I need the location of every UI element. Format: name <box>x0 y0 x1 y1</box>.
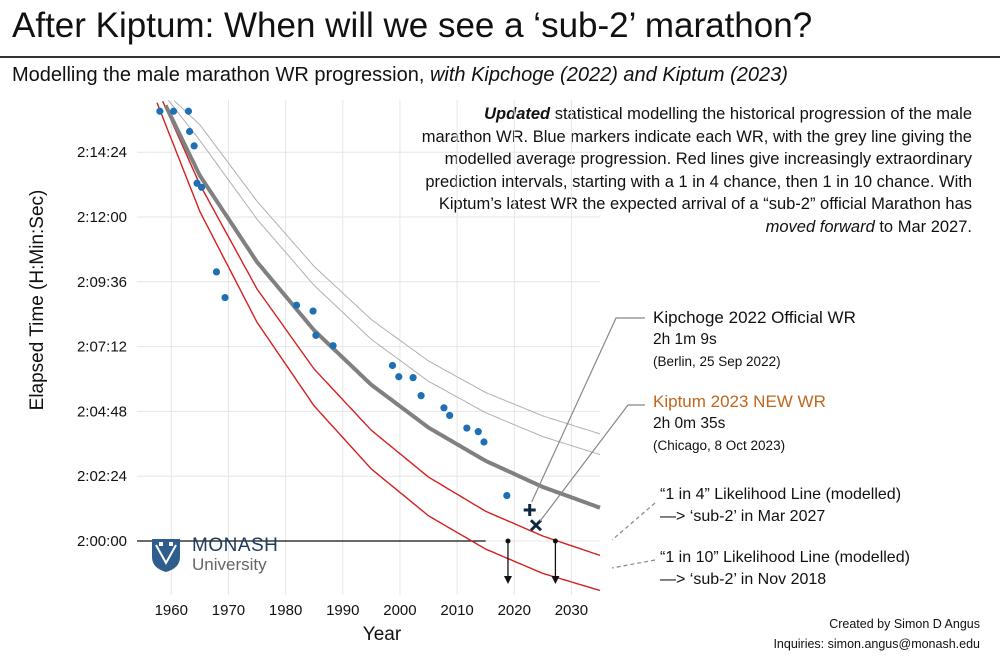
one-in-10-label: “1 in 10” Likelihood Line (modelled) —> … <box>660 547 910 591</box>
model-curves <box>156 99 601 592</box>
one-in-10-leader <box>611 559 656 569</box>
subtitle-main: Modelling the male marathon WR progressi… <box>12 64 430 86</box>
wr-marker <box>463 424 471 432</box>
kipchoge-cross <box>523 503 536 516</box>
x-tick-label: 1960 <box>155 602 188 619</box>
one-in-4-line2: —> ‘sub-2’ in Mar 2027 <box>660 508 826 525</box>
x-tick-label: 1990 <box>326 602 359 619</box>
y-tick-label: 2:14:24 <box>77 144 127 161</box>
wr-marker <box>446 411 454 420</box>
x-tick-label: 2030 <box>555 602 588 619</box>
logo-word-monash: MONASH <box>192 535 279 556</box>
kipchoge-title: Kipchoge 2022 Official WR <box>653 308 856 327</box>
kiptum-time: 2h 0m 35s <box>653 415 726 432</box>
wr-marker <box>409 374 417 382</box>
x-tick-label: 1970 <box>212 602 245 619</box>
description-text: Updated statistical modelling the histor… <box>412 103 972 238</box>
kiptum-leader-line <box>539 404 645 522</box>
x-tick-label: 1980 <box>269 602 302 619</box>
interval-1-in-10-line <box>156 102 601 592</box>
x-tick-label: 2010 <box>440 602 473 619</box>
chart-title: After Kiptum: When will we see a ‘sub-2’… <box>12 6 813 45</box>
y-tick-label: 2:09:36 <box>77 274 127 291</box>
wr-marker <box>388 361 397 370</box>
sub2-arrival-arrowhead <box>551 576 560 584</box>
kipchoge-place: (Berlin, 25 Sep 2022) <box>653 354 781 369</box>
wr-marker <box>395 373 403 381</box>
y-axis-label: Elapsed Time (H:Min:Sec) <box>27 189 48 411</box>
wr-markers <box>156 107 543 532</box>
wr-marker <box>212 268 221 276</box>
wr-marker <box>503 491 511 500</box>
model-average-line <box>163 104 601 510</box>
wr-marker <box>169 107 178 115</box>
wr-marker <box>440 404 448 412</box>
description-italic: moved forward <box>765 217 875 236</box>
wr-marker <box>190 142 198 150</box>
wr-marker <box>221 293 229 302</box>
wr-marker <box>185 127 194 136</box>
wr-marker <box>312 331 320 339</box>
x-axis-label: Year <box>362 624 402 645</box>
description-bold: Updated <box>484 105 551 123</box>
wr-marker <box>156 107 164 115</box>
one-in-10-line1: “1 in 10” Likelihood Line (modelled) <box>660 549 910 566</box>
one-in-4-leader <box>611 502 656 541</box>
one-in-4-label: “1 in 4” Likelihood Line (modelled) —> ‘… <box>660 484 901 528</box>
kiptum-title: Kiptum 2023 NEW WR <box>653 392 826 411</box>
annotation-lines <box>503 317 656 584</box>
y-tick-label: 2:12:00 <box>77 209 127 226</box>
wr-marker <box>417 392 425 400</box>
kiptum-place: (Chicago, 8 Oct 2023) <box>653 438 786 453</box>
y-tick-label: 2:07:12 <box>77 339 127 356</box>
monash-crest-icon <box>152 539 180 572</box>
kipchoge-annotation: Kipchoge 2022 Official WR 2h 1m 9s (Berl… <box>653 307 856 373</box>
wr-marker <box>197 183 206 191</box>
wr-marker <box>184 107 193 115</box>
kipchoge-leader-line <box>531 317 645 503</box>
y-tick-label: 2:00:00 <box>77 533 127 550</box>
chart-subtitle: Modelling the male marathon WR progressi… <box>12 64 788 87</box>
kipchoge-time: 2h 1m 9s <box>653 331 717 348</box>
grid-lines <box>137 100 600 595</box>
credit-author: Created by Simon D Angus <box>829 617 980 631</box>
kiptum-annotation: Kiptum 2023 NEW WR 2h 0m 35s (Chicago, 8… <box>653 391 826 457</box>
interval-1-in-4-line <box>162 100 601 557</box>
one-in-10-line2: —> ‘sub-2’ in Nov 2018 <box>660 571 827 588</box>
description-part1: statistical modelling the historical pro… <box>421 105 972 213</box>
logo-word-university: University <box>192 555 267 574</box>
wr-marker <box>309 307 317 315</box>
wr-marker <box>480 438 488 446</box>
kiptum-marker <box>529 519 543 532</box>
one-in-4-line1: “1 in 4” Likelihood Line (modelled) <box>660 486 902 503</box>
sub2-arrival-arrowhead <box>503 576 512 584</box>
y-tick-label: 2:02:24 <box>77 468 127 485</box>
subtitle-italic: with Kipchoge (2022) and Kiptum (2023) <box>429 64 788 86</box>
title-divider <box>0 56 1000 58</box>
axis-ticks: 1960 1970 1980 1990 2000 2010 2020 2030 2:00:00 2… <box>77 144 588 619</box>
credit-inquiries: Inquiries: simon.angus@monash.edu <box>773 637 980 651</box>
y-tick-label: 2:04:48 <box>77 403 127 420</box>
upper-band-line <box>173 100 601 435</box>
wr-marker <box>474 428 482 436</box>
x-tick-label: 2020 <box>498 602 531 619</box>
upper-band-line <box>168 99 601 456</box>
description-part2: to Mar 2027. <box>874 217 972 236</box>
wr-marker <box>292 301 301 309</box>
kipchoge-marker <box>523 503 536 516</box>
monash-logo: MONASH University <box>150 536 278 574</box>
x-tick-label: 2000 <box>383 602 416 619</box>
wr-marker <box>329 342 337 350</box>
kiptum-cross <box>529 519 543 532</box>
